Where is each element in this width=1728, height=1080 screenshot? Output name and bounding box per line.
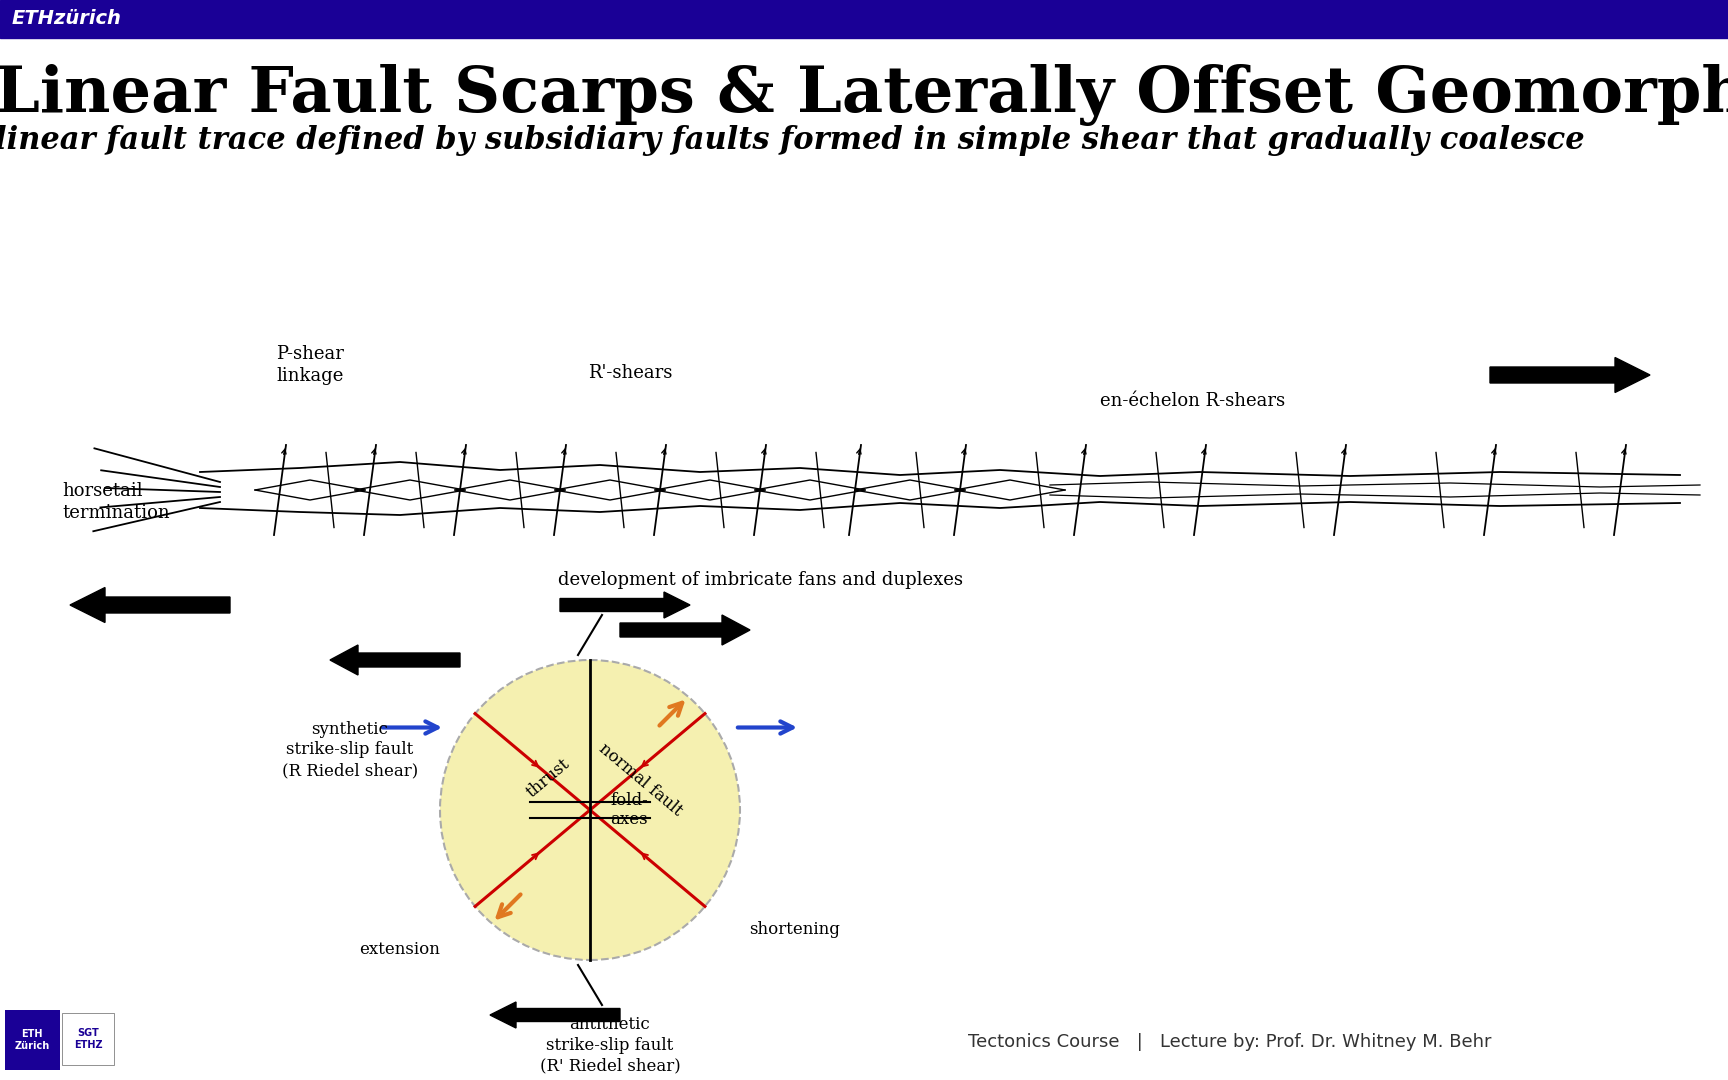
Text: en-échelon R-shears: en-échelon R-shears (1101, 392, 1286, 410)
Text: synthetic
strike-slip fault
(R Riedel shear): synthetic strike-slip fault (R Riedel sh… (282, 720, 418, 780)
Text: linear fault trace defined by subsidiary faults formed in simple shear that grad: linear fault trace defined by subsidiary… (0, 124, 1585, 156)
Bar (0, 0, 1728, 38)
Text: Linear Fault Scarps & Laterally Offset Geomorphic Features: Linear Fault Scarps & Laterally Offset G… (0, 64, 1728, 126)
Text: shortening: shortening (750, 921, 840, 939)
FancyArrow shape (560, 592, 689, 618)
Bar (62, 1013, 114, 1065)
Text: thrust: thrust (524, 755, 574, 801)
FancyArrow shape (330, 645, 460, 675)
FancyArrow shape (620, 615, 750, 645)
Text: Tectonics Course   |   Lecture by: Prof. Dr. Whitney M. Behr: Tectonics Course | Lecture by: Prof. Dr.… (968, 1032, 1491, 1051)
FancyArrow shape (1490, 357, 1650, 392)
Text: P-shear
linkage: P-shear linkage (276, 345, 344, 384)
Text: normal fault: normal fault (594, 740, 684, 820)
Bar (5, 1010, 60, 1070)
Text: antithetic
strike-slip fault
(R' Riedel shear): antithetic strike-slip fault (R' Riedel … (539, 1015, 681, 1075)
Text: extension: extension (359, 942, 441, 959)
Circle shape (441, 660, 740, 960)
Text: SGT
ETHZ: SGT ETHZ (74, 1028, 102, 1050)
FancyArrow shape (71, 588, 230, 622)
Text: fold-
axes: fold- axes (610, 792, 648, 828)
FancyArrow shape (491, 1002, 620, 1028)
Text: ETHzürich: ETHzürich (12, 10, 123, 28)
Text: horsetail
termination: horsetail termination (62, 482, 169, 522)
Text: R'-shears: R'-shears (588, 364, 672, 382)
Text: ETH
Zürich: ETH Zürich (14, 1029, 50, 1051)
Text: development of imbricate fans and duplexes: development of imbricate fans and duplex… (558, 571, 962, 589)
